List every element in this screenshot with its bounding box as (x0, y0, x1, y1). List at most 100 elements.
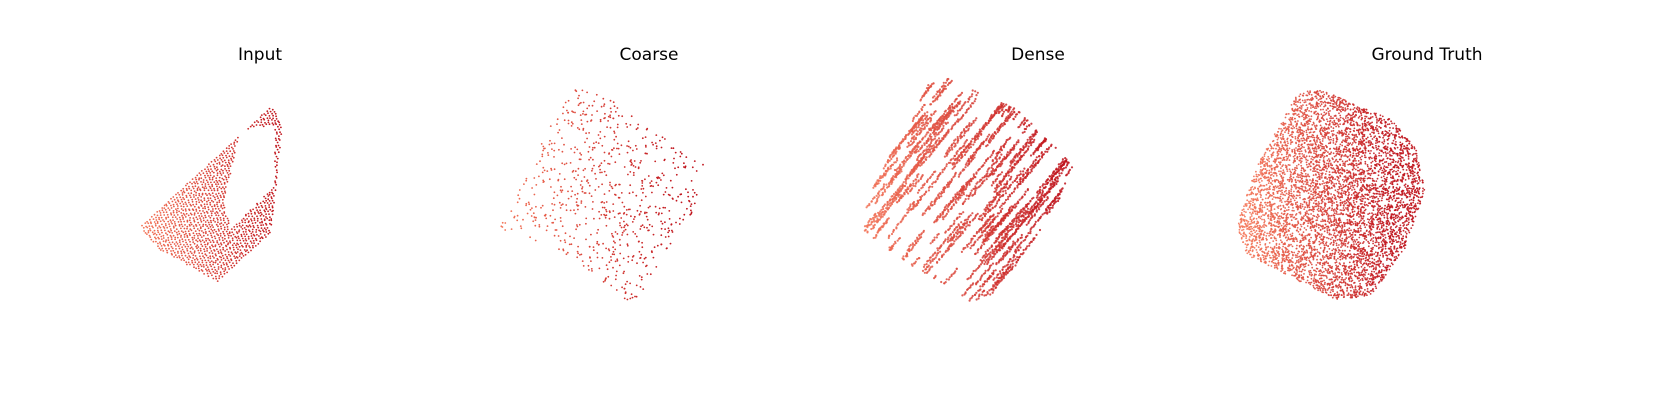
point (272, 187, 275, 189)
point (240, 233, 243, 236)
point (605, 174, 608, 177)
point (193, 219, 195, 222)
point (633, 160, 636, 162)
point (938, 258, 941, 261)
point (993, 277, 996, 280)
point (871, 197, 875, 200)
point (245, 244, 248, 247)
point (274, 137, 277, 140)
point (1005, 116, 1008, 119)
point (627, 145, 630, 148)
point (226, 263, 228, 266)
point (967, 197, 970, 200)
point (632, 171, 635, 174)
point (207, 227, 210, 230)
point (226, 226, 229, 228)
point (984, 227, 987, 231)
point (908, 150, 911, 153)
point (271, 112, 273, 115)
point (562, 248, 565, 251)
point (945, 154, 948, 157)
point (997, 221, 1000, 224)
point (988, 274, 991, 277)
point (687, 195, 690, 198)
point (644, 178, 646, 181)
point (644, 136, 647, 139)
point (248, 229, 250, 232)
point (244, 238, 247, 240)
point (182, 250, 185, 253)
point (974, 90, 977, 93)
point (195, 200, 198, 203)
point (168, 241, 171, 244)
point (616, 258, 619, 261)
point (204, 168, 206, 171)
point (608, 163, 611, 165)
point (209, 272, 212, 274)
point (204, 205, 206, 208)
point (159, 220, 162, 223)
point (944, 81, 947, 84)
point (256, 215, 258, 218)
point (160, 216, 163, 219)
point (264, 205, 267, 207)
point (582, 265, 585, 267)
point (888, 248, 891, 252)
point (897, 170, 900, 173)
point (256, 224, 259, 227)
point (904, 135, 907, 138)
point (570, 148, 572, 150)
point (960, 146, 963, 149)
point (975, 132, 979, 135)
point (933, 126, 936, 129)
point (561, 203, 564, 206)
point (888, 185, 891, 188)
point (890, 232, 894, 236)
point (634, 295, 636, 298)
point (1014, 264, 1017, 267)
point (205, 237, 207, 240)
point (967, 127, 970, 130)
point (189, 263, 191, 266)
point (586, 107, 589, 110)
point (225, 154, 227, 157)
point (216, 241, 219, 244)
point (183, 227, 186, 230)
point (197, 221, 200, 224)
point (983, 208, 986, 211)
point (164, 229, 166, 232)
point (221, 275, 224, 278)
point (1003, 237, 1006, 241)
point (870, 223, 873, 226)
point (919, 195, 922, 199)
point (548, 143, 551, 146)
point (968, 183, 971, 186)
point (207, 197, 209, 200)
point (575, 228, 577, 231)
point (160, 245, 163, 247)
point (918, 189, 921, 192)
point (567, 99, 570, 102)
point (989, 208, 992, 211)
point (1004, 142, 1007, 145)
point (229, 172, 232, 175)
point (258, 235, 260, 237)
point (163, 244, 166, 247)
point (209, 178, 211, 181)
point (189, 256, 192, 259)
point (222, 204, 225, 207)
point (1014, 115, 1017, 118)
point (975, 187, 978, 190)
point (911, 127, 914, 130)
point (187, 261, 190, 264)
point (213, 181, 216, 184)
point (209, 187, 212, 190)
point (948, 114, 951, 117)
point (877, 211, 880, 214)
point (993, 250, 996, 253)
point (1015, 228, 1018, 231)
point (983, 254, 986, 257)
point (601, 206, 604, 209)
point (923, 126, 926, 129)
point (612, 240, 615, 243)
